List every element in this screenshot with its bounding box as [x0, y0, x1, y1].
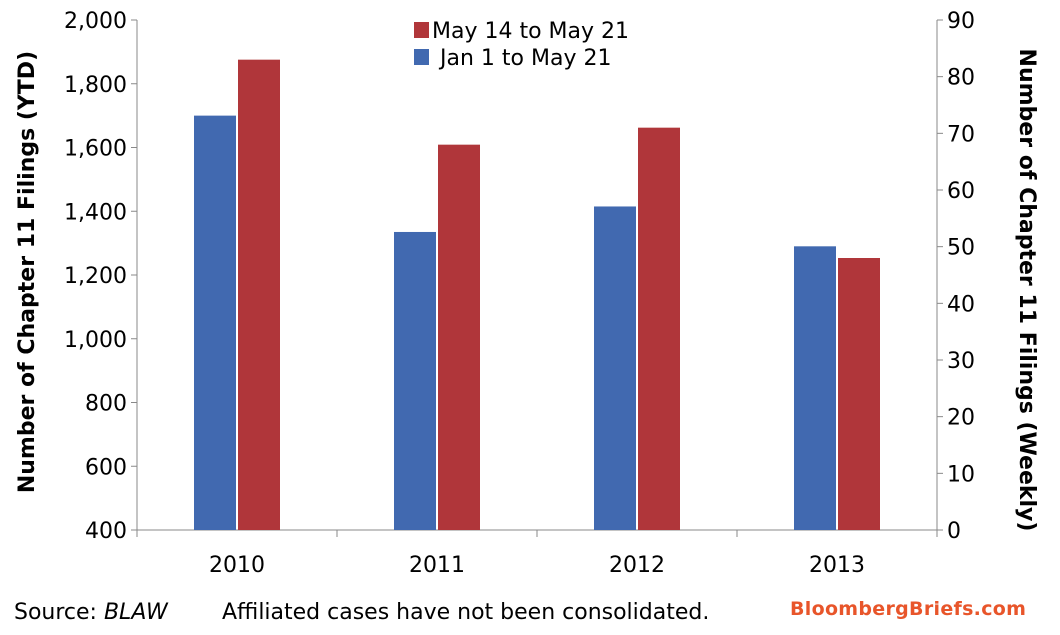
- right-tick-label: 40: [947, 292, 975, 317]
- legend-label: May 14 to May 21: [432, 19, 629, 44]
- footer-source: Source: BLAW: [14, 600, 168, 625]
- right-tick-label: 20: [947, 406, 975, 431]
- legend-swatch: [414, 49, 429, 65]
- left-tick-label: 2,000: [64, 9, 127, 34]
- left-tick-label: 1,600: [64, 137, 127, 162]
- chart: 400 600 800 1,000 1,200 1,400 1,600 1,800 2,000 0…: [15, 9, 1039, 578]
- source-name: BLAW: [103, 600, 168, 625]
- bar-may14-may21-2010: [238, 59, 280, 531]
- bar-may14-may21-2012: [638, 127, 680, 531]
- left-tick-label: 800: [85, 392, 127, 417]
- right-tick-label: 70: [947, 122, 975, 147]
- x-tick-label: 2013: [809, 553, 865, 578]
- footer-note: Affiliated cases have not been consolida…: [222, 600, 710, 625]
- x-tick-label: 2012: [609, 553, 665, 578]
- right-axis-title: Number of Chapter 11 Filings (Weekly): [1014, 49, 1039, 532]
- left-axis-title: Number of Chapter 11 Filings (YTD): [15, 51, 40, 493]
- right-tick-label: 0: [947, 519, 961, 544]
- legend-swatch: [414, 22, 429, 38]
- left-tick-label: 1,400: [64, 200, 127, 225]
- x-tick-label: 2011: [409, 553, 465, 578]
- bars-layer: [194, 59, 880, 531]
- bar-may14-may21-2013: [838, 258, 880, 530]
- right-tick-label: 80: [947, 66, 975, 91]
- x-tick-label: 2010: [209, 553, 265, 578]
- right-tick-label: 10: [947, 462, 975, 487]
- left-tick-label: 1,200: [64, 264, 127, 289]
- right-tick-label: 60: [947, 179, 975, 204]
- right-tick-label: 30: [947, 349, 975, 374]
- axes-layer: 400 600 800 1,000 1,200 1,400 1,600 1,800 2,000 0…: [64, 9, 975, 578]
- right-tick-label: 50: [947, 236, 975, 261]
- right-tick-label: 90: [947, 9, 975, 34]
- left-tick-label: 400: [85, 519, 127, 544]
- bar-jan1-may21-2012: [594, 206, 636, 530]
- left-tick-label: 1,000: [64, 328, 127, 353]
- bar-jan1-may21-2013: [794, 246, 836, 530]
- legend-label: Jan 1 to May 21: [438, 46, 611, 71]
- bar-jan1-may21-2011: [394, 231, 436, 530]
- source-label: Source:: [14, 600, 104, 625]
- left-tick-label: 1,800: [64, 73, 127, 98]
- left-tick-label: 600: [85, 455, 127, 480]
- bar-may14-may21-2011: [438, 144, 480, 530]
- brand-logo: BloombergBriefs.com: [790, 598, 1027, 620]
- bar-jan1-may21-2010: [194, 115, 236, 530]
